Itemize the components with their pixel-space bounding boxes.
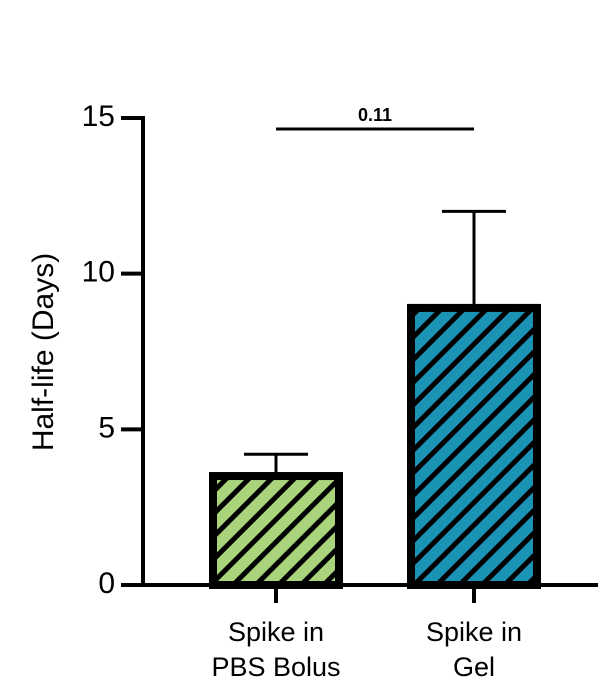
y-tick-label: 10 [82, 256, 115, 289]
x-tick-label: Gel [453, 652, 495, 682]
y-axis-label: Half-life (Days) [27, 253, 60, 451]
x-tick-label: Spike in [228, 617, 324, 647]
bar [407, 303, 541, 589]
x-tick-label: PBS Bolus [211, 652, 340, 682]
x-tick-label: Spike in [426, 617, 522, 647]
significance-label: 0.11 [358, 105, 392, 125]
bar [209, 472, 343, 589]
y-tick-label: 15 [82, 100, 115, 133]
y-tick-label: 0 [98, 567, 115, 600]
y-tick-label: 5 [98, 411, 115, 444]
